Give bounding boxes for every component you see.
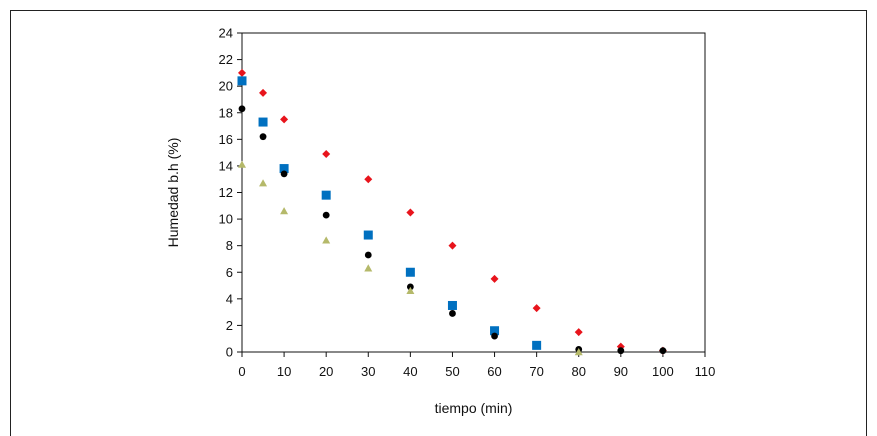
circle-point [491, 332, 498, 340]
y-tick-label: 12 [219, 185, 233, 200]
circle-point [238, 105, 246, 113]
circle-point [280, 170, 288, 178]
x-tick-label: 10 [277, 364, 291, 379]
x-tick-label: 80 [571, 364, 585, 379]
circle-point [364, 251, 372, 259]
y-tick-label: 10 [219, 212, 233, 227]
x-tick-label: 70 [529, 364, 543, 379]
circle-point [259, 133, 267, 141]
x-tick-label: 50 [445, 364, 459, 379]
square-point [447, 300, 457, 310]
triangle-point [364, 264, 373, 272]
x-tick-label: 100 [652, 364, 674, 379]
x-tick-label: 30 [361, 364, 375, 379]
x-tick-label: 20 [319, 364, 333, 379]
triangle-point [238, 160, 246, 168]
diamond-point [322, 149, 331, 158]
x-axis-title: tiempo (min) [435, 400, 513, 416]
y-tick-label: 20 [219, 79, 233, 94]
square-point [258, 117, 268, 127]
square-point [405, 267, 415, 277]
y-tick-label: 22 [219, 52, 233, 67]
y-tick-label: 14 [219, 158, 233, 173]
diamond-point [448, 241, 457, 250]
chart-frame [10, 10, 867, 436]
y-tick-label: 16 [219, 132, 233, 147]
x-tick-label: 60 [487, 364, 501, 379]
triangle-point [574, 348, 583, 356]
square-point [279, 164, 289, 174]
y-tick-label: 0 [226, 345, 233, 360]
data-points [237, 68, 667, 356]
diamond-point [574, 328, 583, 337]
y-tick-label: 6 [226, 265, 233, 280]
y-tick-label: 24 [219, 26, 233, 41]
square-point [321, 190, 331, 200]
triangle-point [322, 236, 331, 244]
y-axis-title: Humedad b.h (%) [165, 138, 181, 248]
square-point [363, 230, 373, 240]
square-point [490, 326, 500, 336]
y-tick-label: 8 [226, 238, 233, 253]
circle-point [617, 347, 625, 355]
diamond-point [406, 208, 415, 217]
y-tick-label: 18 [219, 105, 233, 120]
circle-point [322, 211, 330, 219]
circle-point [449, 310, 456, 317]
triangle-point [259, 179, 268, 187]
circle-point [659, 347, 667, 355]
y-tick-label: 4 [226, 291, 233, 306]
diamond-point [532, 304, 541, 313]
diamond-point [238, 68, 246, 77]
diamond-point [364, 175, 373, 184]
diamond-point [259, 88, 268, 97]
plot-area-border [241, 32, 706, 353]
x-tick-label: 110 [695, 364, 716, 379]
square-point [532, 340, 542, 350]
x-tick-label: 0 [238, 364, 245, 379]
diamond-point [280, 115, 289, 124]
x-tick-label: 90 [614, 364, 628, 379]
y-tick-label: 2 [226, 318, 233, 333]
square-point [237, 76, 247, 86]
triangle-point [280, 207, 289, 215]
x-tick-label: 40 [403, 364, 417, 379]
triangle-point [406, 286, 415, 295]
diamond-point [490, 274, 499, 283]
